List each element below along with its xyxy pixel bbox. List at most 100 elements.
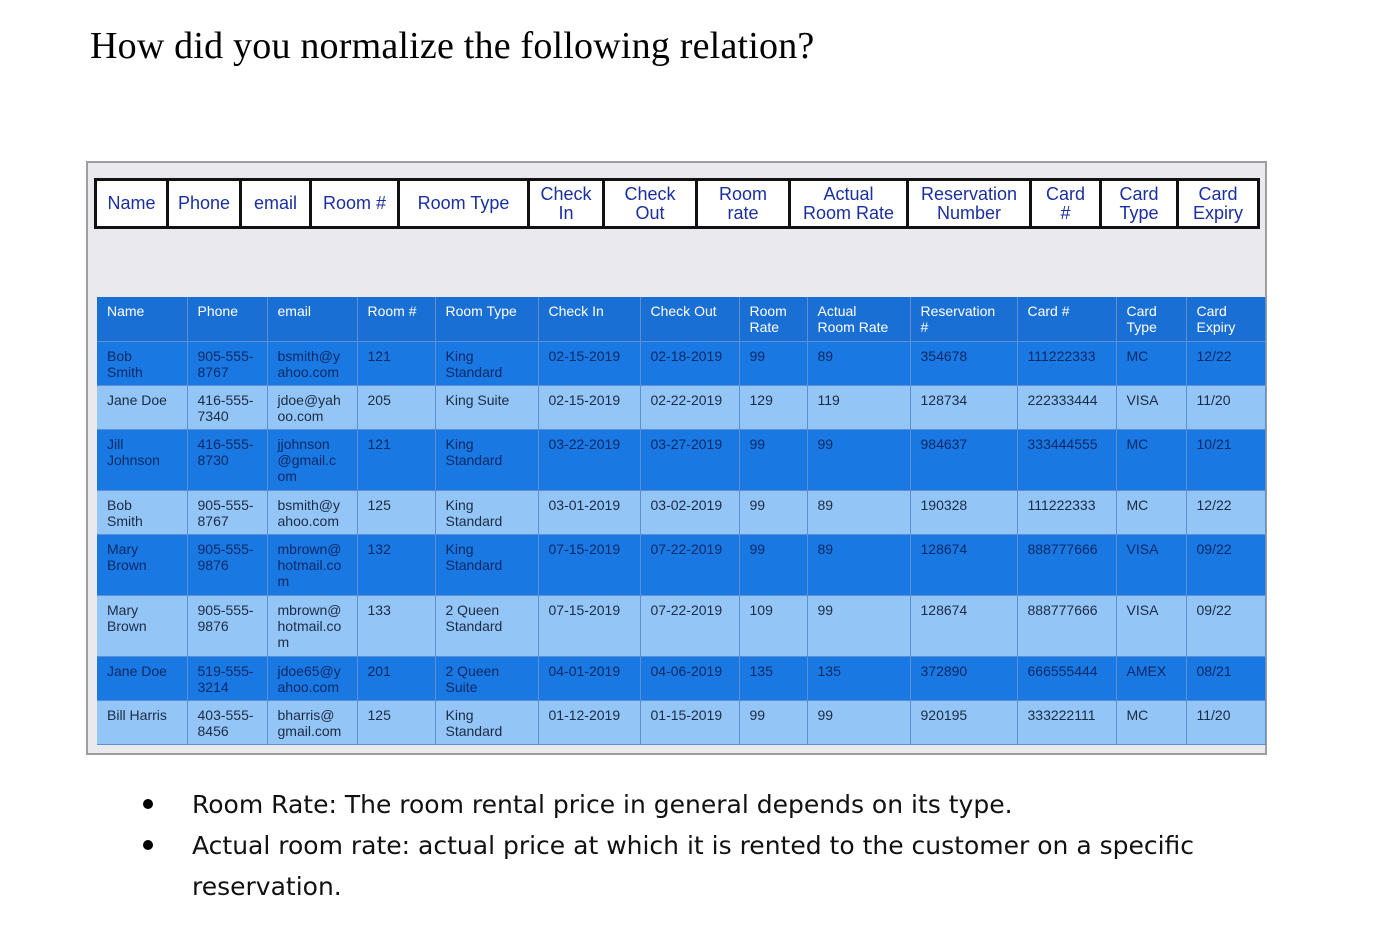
table-cell: King Standard xyxy=(435,490,539,535)
table-cell: 07-15-2019 xyxy=(538,595,641,657)
schema-column: Check In xyxy=(527,178,605,229)
cell-value: VISA xyxy=(1126,602,1159,618)
column-header: Actual Room Rate xyxy=(807,297,911,342)
cell-value: Mary Brown xyxy=(107,541,147,573)
table-cell: Jane Doe xyxy=(97,385,188,430)
table-cell: 03-02-2019 xyxy=(640,490,740,535)
cell-value: 109 xyxy=(749,602,773,618)
column-header-label: Phone xyxy=(197,303,238,319)
cell-value: 08/21 xyxy=(1196,663,1232,679)
schema-column-label: Phone xyxy=(177,193,231,213)
table-cell: 89 xyxy=(807,490,911,535)
cell-value: 111222333 xyxy=(1027,497,1096,513)
table-cell: 403-555- 8456 xyxy=(187,700,268,745)
column-header: email xyxy=(267,297,358,342)
table-cell: 905-555- 9876 xyxy=(187,534,268,596)
schema-column: Room # xyxy=(309,178,400,229)
table-cell: 888777666 xyxy=(1017,534,1117,596)
table-cell: 920195 xyxy=(910,700,1018,745)
column-header: Phone xyxy=(187,297,268,342)
table-cell: 190328 xyxy=(910,490,1018,535)
schema-column: Name xyxy=(94,178,169,229)
column-header-label: Card # xyxy=(1027,303,1070,319)
table-cell: mbrown@ hotmail.co m xyxy=(267,534,358,596)
schema-column-label: Room Type xyxy=(417,193,510,213)
cell-value: 12/22 xyxy=(1196,497,1232,513)
cell-value: 04-06-2019 xyxy=(650,663,723,679)
cell-value: 09/22 xyxy=(1196,541,1232,557)
cell-value: Bob Smith xyxy=(107,348,143,380)
column-header: Room Type xyxy=(435,297,539,342)
cell-value: 07-15-2019 xyxy=(548,541,621,557)
cell-value: 905-555- 8767 xyxy=(197,497,254,529)
note-item: Room Rate: The room rental price in gene… xyxy=(140,784,1240,825)
cell-value: King Suite xyxy=(445,392,510,408)
cell-value: 222333444 xyxy=(1027,392,1098,408)
table-cell: Jane Doe xyxy=(97,656,188,701)
table-cell: 12/22 xyxy=(1186,490,1266,535)
table-cell: King Standard xyxy=(435,700,539,745)
cell-value: 2 Queen Standard xyxy=(445,602,503,634)
cell-value: King Standard xyxy=(445,436,503,468)
table-cell: 125 xyxy=(357,700,436,745)
table-row: Bill Harris 403-555- 8456 bharris@ gmail.c… xyxy=(97,700,1266,745)
table-cell: 08/21 xyxy=(1186,656,1266,701)
table-row: Bob Smith 905-555- 8767 bsmith@y ahoo.com 1… xyxy=(97,341,1266,386)
table-row: Mary Brown 905-555- 9876 mbrown@ hotmail.c… xyxy=(97,534,1266,596)
cell-value: 984637 xyxy=(920,436,968,452)
cell-value: 128674 xyxy=(920,602,968,618)
table-cell: AMEX xyxy=(1116,656,1187,701)
cell-value: 01-15-2019 xyxy=(650,707,723,723)
cell-value: 121 xyxy=(367,436,391,452)
table-cell: 129 xyxy=(739,385,808,430)
cell-value: bsmith@y ahoo.com xyxy=(277,348,340,380)
schema-column-label: Actual Room Rate xyxy=(802,183,895,223)
cell-value: 519-555- 3214 xyxy=(197,663,254,695)
bullet-icon xyxy=(143,799,153,809)
table-cell: 10/21 xyxy=(1186,429,1266,491)
table-cell: 99 xyxy=(739,429,808,491)
column-header: Room # xyxy=(357,297,436,342)
cell-value: 99 xyxy=(749,348,766,364)
cell-value: 128674 xyxy=(920,541,968,557)
table-cell: 416-555- 8730 xyxy=(187,429,268,491)
cell-value: bsmith@y ahoo.com xyxy=(277,497,340,529)
cell-value: 99 xyxy=(749,497,766,513)
cell-value: 920195 xyxy=(920,707,968,723)
cell-value: 905-555- 9876 xyxy=(197,541,254,573)
cell-value: jdoe@yah oo.com xyxy=(277,392,341,424)
column-header-label: Actual Room Rate xyxy=(817,303,889,335)
table-cell: 222333444 xyxy=(1017,385,1117,430)
table-cell: 128734 xyxy=(910,385,1018,430)
cell-value: 99 xyxy=(749,541,766,557)
table-cell: King Suite xyxy=(435,385,539,430)
table-cell: Bob Smith xyxy=(97,341,188,386)
table-cell: 99 xyxy=(739,490,808,535)
table-cell: 416-555- 7340 xyxy=(187,385,268,430)
schema-column-label: email xyxy=(253,193,297,213)
cell-value: Jill Johnson xyxy=(107,436,160,468)
table-cell: MC xyxy=(1116,429,1187,491)
table-cell: King Standard xyxy=(435,341,539,386)
cell-value: Jane Doe xyxy=(107,663,167,679)
table-cell: VISA xyxy=(1116,534,1187,596)
schema-column: email xyxy=(239,178,312,229)
cell-value: 132 xyxy=(367,541,391,557)
schema-column: Card Expiry xyxy=(1176,178,1260,229)
cell-value: Jane Doe xyxy=(107,392,167,408)
table-cell: VISA xyxy=(1116,385,1187,430)
cell-value: 89 xyxy=(817,348,834,364)
table-cell: 984637 xyxy=(910,429,1018,491)
cell-value: 403-555- 8456 xyxy=(197,707,254,739)
table-row: Mary Brown 905-555- 9876 mbrown@ hotmail.c… xyxy=(97,595,1266,657)
table-cell: 133 xyxy=(357,595,436,657)
table-cell: bsmith@y ahoo.com xyxy=(267,490,358,535)
column-header: Name xyxy=(97,297,188,342)
cell-value: Bob Smith xyxy=(107,497,143,529)
table-cell: 333444555 xyxy=(1017,429,1117,491)
cell-value: MC xyxy=(1126,436,1149,452)
table-cell: 89 xyxy=(807,341,911,386)
table-cell: King Standard xyxy=(435,429,539,491)
table-cell: MC xyxy=(1116,700,1187,745)
cell-value: King Standard xyxy=(445,707,503,739)
